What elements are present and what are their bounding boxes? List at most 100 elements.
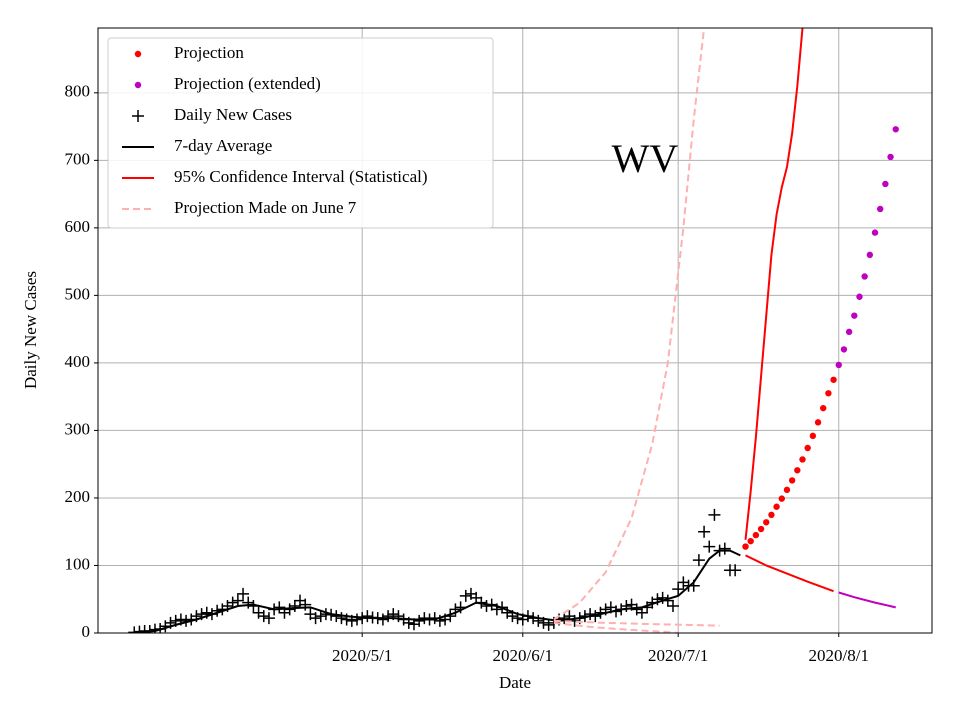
y-tick-label: 100 [65, 554, 91, 573]
y-tick-label: 300 [65, 419, 91, 438]
data-point [845, 328, 853, 336]
legend-label: 95% Confidence Interval (Statistical) [174, 167, 428, 186]
data-point [861, 273, 868, 280]
y-tick-label: 800 [65, 82, 91, 101]
data-point [768, 511, 775, 519]
data-point [840, 346, 848, 353]
data-point [382, 610, 395, 623]
data-point [361, 610, 374, 623]
data-point [288, 599, 301, 612]
data-point [692, 554, 705, 567]
x-tick-label: 2020/8/1 [809, 646, 869, 665]
legend-swatch [132, 110, 144, 122]
data-point [809, 432, 817, 440]
data-line [553, 621, 679, 633]
data-line [134, 549, 741, 633]
y-tick-label: 600 [65, 217, 91, 236]
data-point [703, 540, 716, 553]
data-point [783, 486, 791, 494]
legend-swatch [134, 50, 142, 58]
x-tick-label: 2020/5/1 [332, 646, 392, 665]
data-point [742, 543, 749, 550]
data-point [335, 612, 348, 625]
data-point [480, 599, 493, 612]
data-point [584, 608, 597, 621]
data-point [237, 587, 250, 600]
data-point [804, 444, 811, 452]
data-point [231, 594, 244, 607]
data-point [856, 293, 863, 300]
data-point [763, 519, 770, 526]
legend-label: Daily New Cases [174, 105, 292, 124]
x-axis-label: Date [499, 673, 531, 692]
data-point [892, 126, 899, 133]
data-point [273, 601, 286, 614]
data-point [835, 361, 842, 369]
legend-swatch [134, 81, 142, 89]
data-line [838, 591, 896, 609]
data-point [558, 612, 571, 625]
data-point [309, 612, 322, 625]
data-point [418, 612, 431, 625]
data-point [672, 583, 685, 596]
data-point [851, 312, 858, 319]
data-line [744, 28, 804, 540]
data-point [788, 477, 796, 484]
y-tick-label: 0 [82, 622, 91, 641]
legend-box [107, 37, 494, 229]
legend-label: 7-day Average [174, 136, 272, 155]
data-point [820, 404, 827, 412]
data-point [698, 525, 711, 538]
x-tick-label: 2020/7/1 [648, 646, 708, 665]
data-point [532, 614, 545, 627]
data-line [745, 554, 834, 593]
y-axis-label: Daily New Cases [21, 271, 40, 389]
data-point [794, 467, 801, 474]
data-point [459, 589, 472, 602]
data-point [887, 153, 894, 161]
data-point [830, 376, 837, 383]
data-point [814, 419, 822, 426]
data-point [718, 542, 731, 555]
plot-area [128, 28, 899, 633]
data-point [257, 610, 270, 623]
data-point [882, 180, 889, 188]
data-line [553, 28, 706, 621]
legend-label: Projection [174, 43, 244, 62]
y-tick-label: 500 [65, 284, 91, 303]
legend-label: Projection Made on June 7 [174, 198, 357, 217]
data-point [542, 618, 555, 631]
legend-label: Projection (extended) [174, 74, 321, 93]
data-point [747, 537, 754, 545]
data-point [635, 606, 648, 619]
data-point [666, 599, 679, 612]
y-tick-label: 400 [65, 352, 91, 371]
data-point [351, 613, 364, 626]
data-point [299, 598, 312, 611]
data-point [656, 591, 669, 604]
y-tick-label: 700 [65, 149, 91, 168]
data-point [708, 508, 721, 521]
data-point [799, 456, 806, 463]
data-line [553, 619, 720, 627]
data-point [773, 503, 780, 510]
y-tick-label: 200 [65, 487, 91, 506]
data-point [262, 612, 275, 625]
data-point [226, 596, 239, 609]
data-point [757, 525, 765, 533]
annotation: WV [612, 136, 679, 181]
data-point [866, 251, 874, 259]
x-tick-label: 2020/6/1 [493, 646, 553, 665]
data-point [752, 531, 760, 539]
data-point [778, 495, 785, 502]
legend: Projection Projection (extended) Daily New… [107, 37, 494, 229]
data-point [314, 610, 327, 623]
data-point [876, 205, 884, 213]
data-point [825, 390, 832, 397]
data-point [729, 564, 742, 577]
data-point [871, 229, 879, 236]
axes-frame [97, 27, 933, 634]
data-point [413, 614, 426, 627]
data-point [620, 599, 633, 612]
